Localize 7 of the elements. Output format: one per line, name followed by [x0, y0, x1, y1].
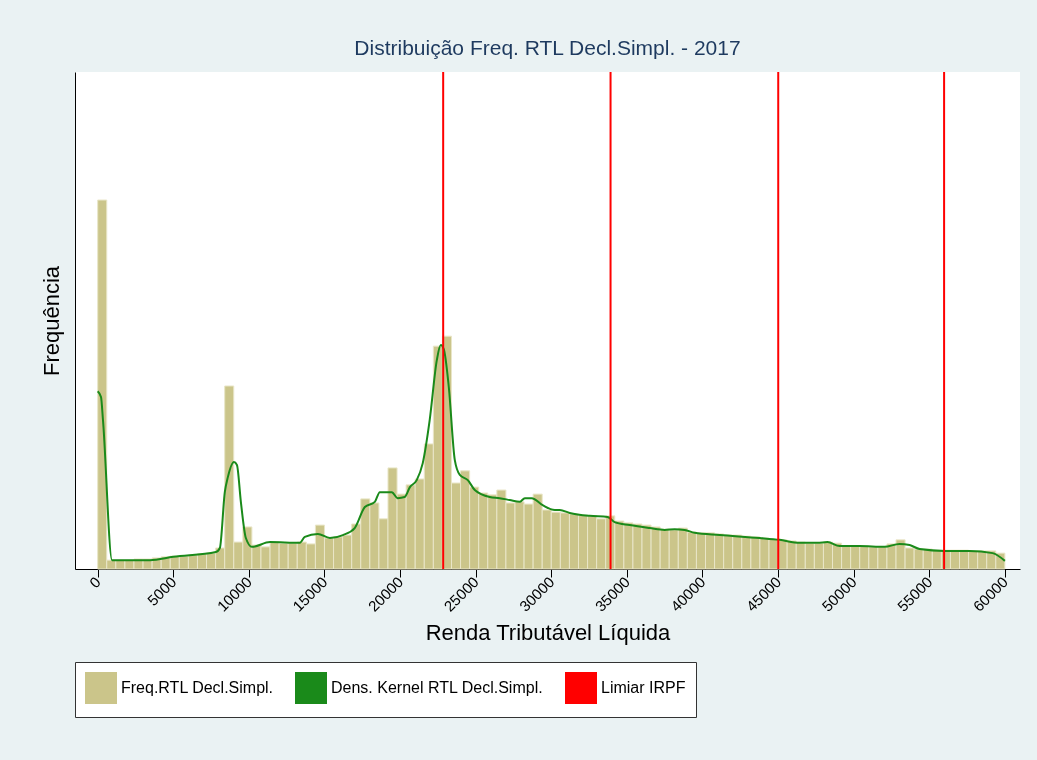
x-axis-title: Renda Tributável Líquida — [425, 619, 672, 645]
legend-label: Freq.RTL Decl.Simpl. — [121, 679, 274, 696]
y-axis-title: Frequência — [38, 265, 64, 377]
legend-label: Limiar IRPF — [601, 679, 686, 696]
legend-label: Dens. Kernel RTL Decl.Simpl. — [331, 679, 543, 696]
x-tick-label: 0 — [85, 573, 104, 592]
chart-title: Distribuição Freq. RTL Decl.Simpl. - 2017 — [354, 36, 741, 59]
